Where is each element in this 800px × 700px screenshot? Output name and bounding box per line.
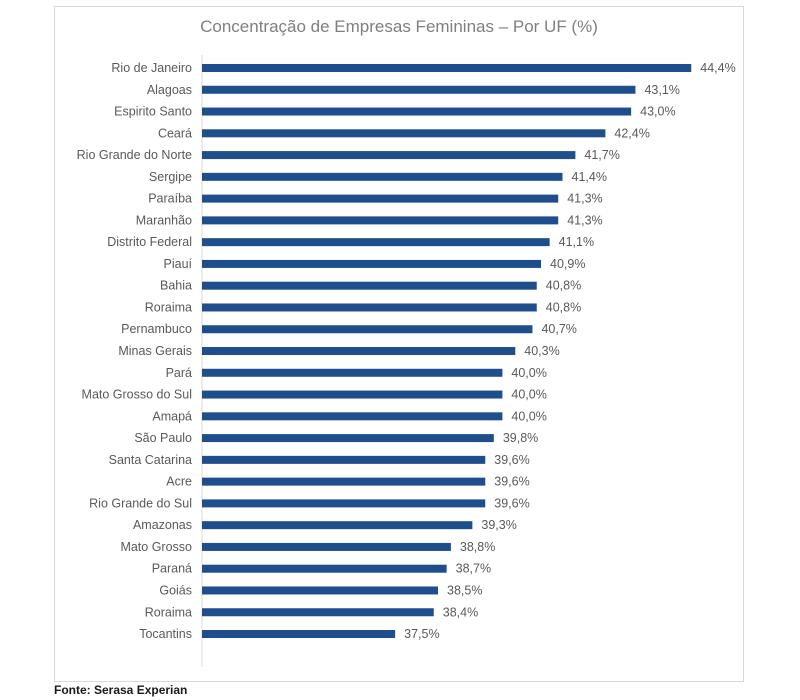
category-label: Goiás — [159, 583, 192, 597]
value-label: 38,4% — [443, 605, 478, 619]
category-label: Tocantins — [139, 627, 192, 641]
value-label: 41,4% — [572, 170, 607, 184]
category-label: Alagoas — [147, 83, 192, 97]
bar — [202, 630, 396, 639]
source-note: Fonte: Serasa Experian — [54, 683, 188, 697]
category-label: Rio Grande do Norte — [77, 148, 192, 162]
category-label: Rio de Janeiro — [111, 61, 192, 75]
bar — [202, 172, 563, 181]
category-label: Pará — [166, 366, 192, 380]
category-label: Piauí — [164, 257, 193, 271]
category-label: Sergipe — [149, 170, 192, 184]
value-label: 38,8% — [460, 540, 495, 554]
value-label: 42,4% — [614, 126, 649, 140]
bar — [202, 216, 559, 225]
value-label: 41,3% — [567, 213, 602, 227]
category-label: Roraima — [145, 300, 192, 314]
value-label: 40,9% — [550, 257, 585, 271]
category-label: Ceará — [158, 126, 192, 140]
value-label: 38,5% — [447, 583, 482, 597]
bar — [202, 455, 486, 464]
value-label: 40,7% — [541, 322, 576, 336]
bar — [202, 608, 434, 617]
value-label: 41,3% — [567, 192, 602, 206]
value-label: 37,5% — [404, 627, 439, 641]
category-label: Bahia — [160, 279, 192, 293]
value-label: 41,1% — [559, 235, 594, 249]
bar — [202, 390, 503, 399]
category-label: Espirito Santo — [114, 105, 192, 119]
bar — [202, 107, 632, 116]
value-label: 38,7% — [456, 562, 491, 576]
value-label: 39,3% — [481, 518, 516, 532]
bar — [202, 347, 516, 356]
value-label: 43,1% — [644, 83, 679, 97]
category-label: Paraná — [152, 562, 192, 576]
bar — [202, 412, 503, 421]
bar — [202, 194, 559, 203]
category-label: Mato Grosso — [120, 540, 192, 554]
bar — [202, 281, 537, 290]
value-label: 43,0% — [640, 105, 675, 119]
value-label: 40,0% — [511, 388, 546, 402]
value-label: 39,6% — [494, 453, 529, 467]
value-label: 39,6% — [494, 496, 529, 510]
bar — [202, 368, 503, 377]
bar — [202, 542, 451, 551]
bar — [202, 521, 473, 530]
bar-chart: Rio de Janeiro 44,4% Alagoas 43,1% Espirito … — [77, 55, 736, 667]
category-label: Roraima — [145, 605, 192, 619]
value-label: 40,8% — [546, 279, 581, 293]
bar — [202, 586, 439, 595]
category-label: Rio Grande do Sul — [89, 496, 192, 510]
category-label: Pernambuco — [121, 322, 192, 336]
bar — [202, 499, 486, 508]
value-label: 40,0% — [511, 409, 546, 423]
category-label: Distrito Federal — [107, 235, 192, 249]
chart-title: Concentração de Empresas Femininas – Por… — [200, 17, 598, 36]
bar — [202, 325, 533, 334]
category-label: Amazonas — [133, 518, 192, 532]
chart-frame: Concentração de Empresas Femininas – Por… — [54, 6, 744, 682]
value-label: 39,8% — [503, 431, 538, 445]
category-label: Maranhão — [136, 213, 192, 227]
category-label: Santa Catarina — [109, 453, 192, 467]
bar — [202, 129, 606, 138]
category-label: Mato Grosso do Sul — [82, 388, 192, 402]
value-label: 40,8% — [546, 300, 581, 314]
value-label: 39,6% — [494, 475, 529, 489]
bar — [202, 238, 550, 247]
value-label: 40,3% — [524, 344, 559, 358]
bar — [202, 564, 447, 573]
category-label: São Paulo — [134, 431, 192, 445]
bar — [202, 151, 576, 160]
bar — [202, 477, 486, 486]
bar — [202, 434, 494, 443]
value-label: 44,4% — [700, 61, 735, 75]
category-label: Paraíba — [148, 192, 192, 206]
bar — [202, 64, 692, 72]
category-label: Amapá — [152, 409, 192, 423]
category-label: Minas Gerais — [118, 344, 192, 358]
category-label: Acre — [166, 475, 192, 489]
bar — [202, 259, 542, 268]
value-label: 41,7% — [584, 148, 619, 162]
bar — [202, 85, 636, 94]
bar — [202, 303, 537, 312]
value-label: 40,0% — [511, 366, 546, 380]
